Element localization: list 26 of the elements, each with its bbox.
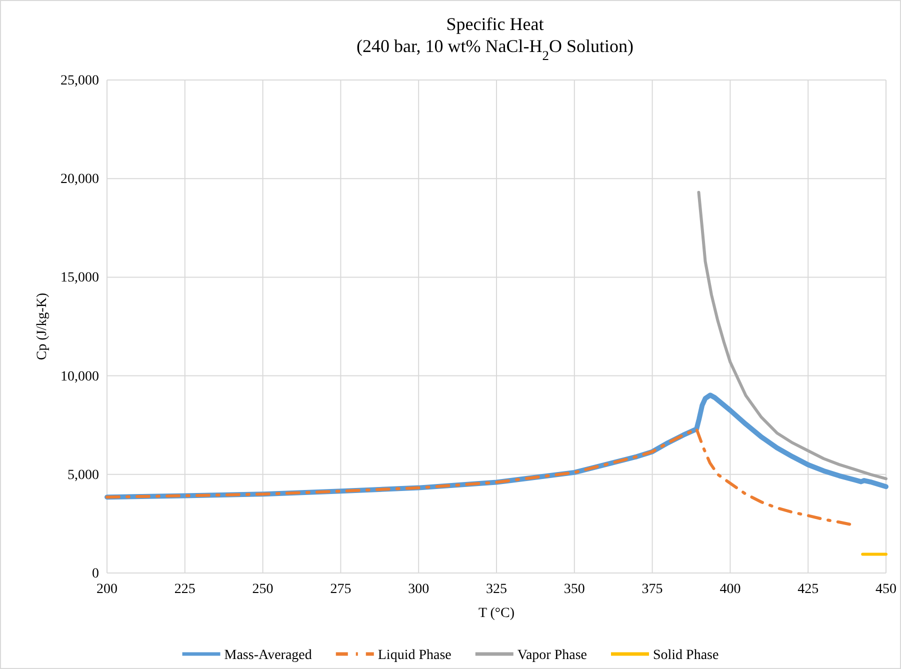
y-tick-label: 15,000 [60,270,99,286]
y-tick-label: 0 [92,566,99,582]
x-tick-label: 375 [642,582,663,597]
y-tick-label: 25,000 [60,73,99,88]
x-tick-label: 425 [798,582,819,597]
line-series [697,190,888,480]
x-tick-label: 325 [486,582,507,597]
y-tick-label: 20,000 [60,172,99,188]
y-tick-label: 10,000 [60,369,99,384]
legend-label: Solid Phase [652,648,719,663]
x-tick-label: 450 [876,582,896,597]
x-tick-label: 275 [330,582,352,597]
y-axis-title: Cp (J/kg-K) [35,292,50,360]
x-axis-title: T (°C) [478,606,515,621]
x-tick-label: 400 [720,582,741,597]
chart-subtitle: (240 bar, 10 wt% NaCl-H$_{2}$O Solution) [356,36,634,62]
x-tick-label: 200 [96,582,118,597]
legend-label: Liquid Phase [378,648,452,663]
legend-label: Vapor Phase [517,648,587,663]
y-tick-label: 5,000 [68,468,99,483]
x-tick-label: 300 [408,582,430,597]
x-tick-label: 225 [174,582,196,597]
x-tick-label: 250 [252,582,274,597]
x-tick-label: 350 [564,582,585,597]
legend-label: Mass-Averaged [224,648,312,663]
chart-title: Specific Heat [446,14,544,34]
